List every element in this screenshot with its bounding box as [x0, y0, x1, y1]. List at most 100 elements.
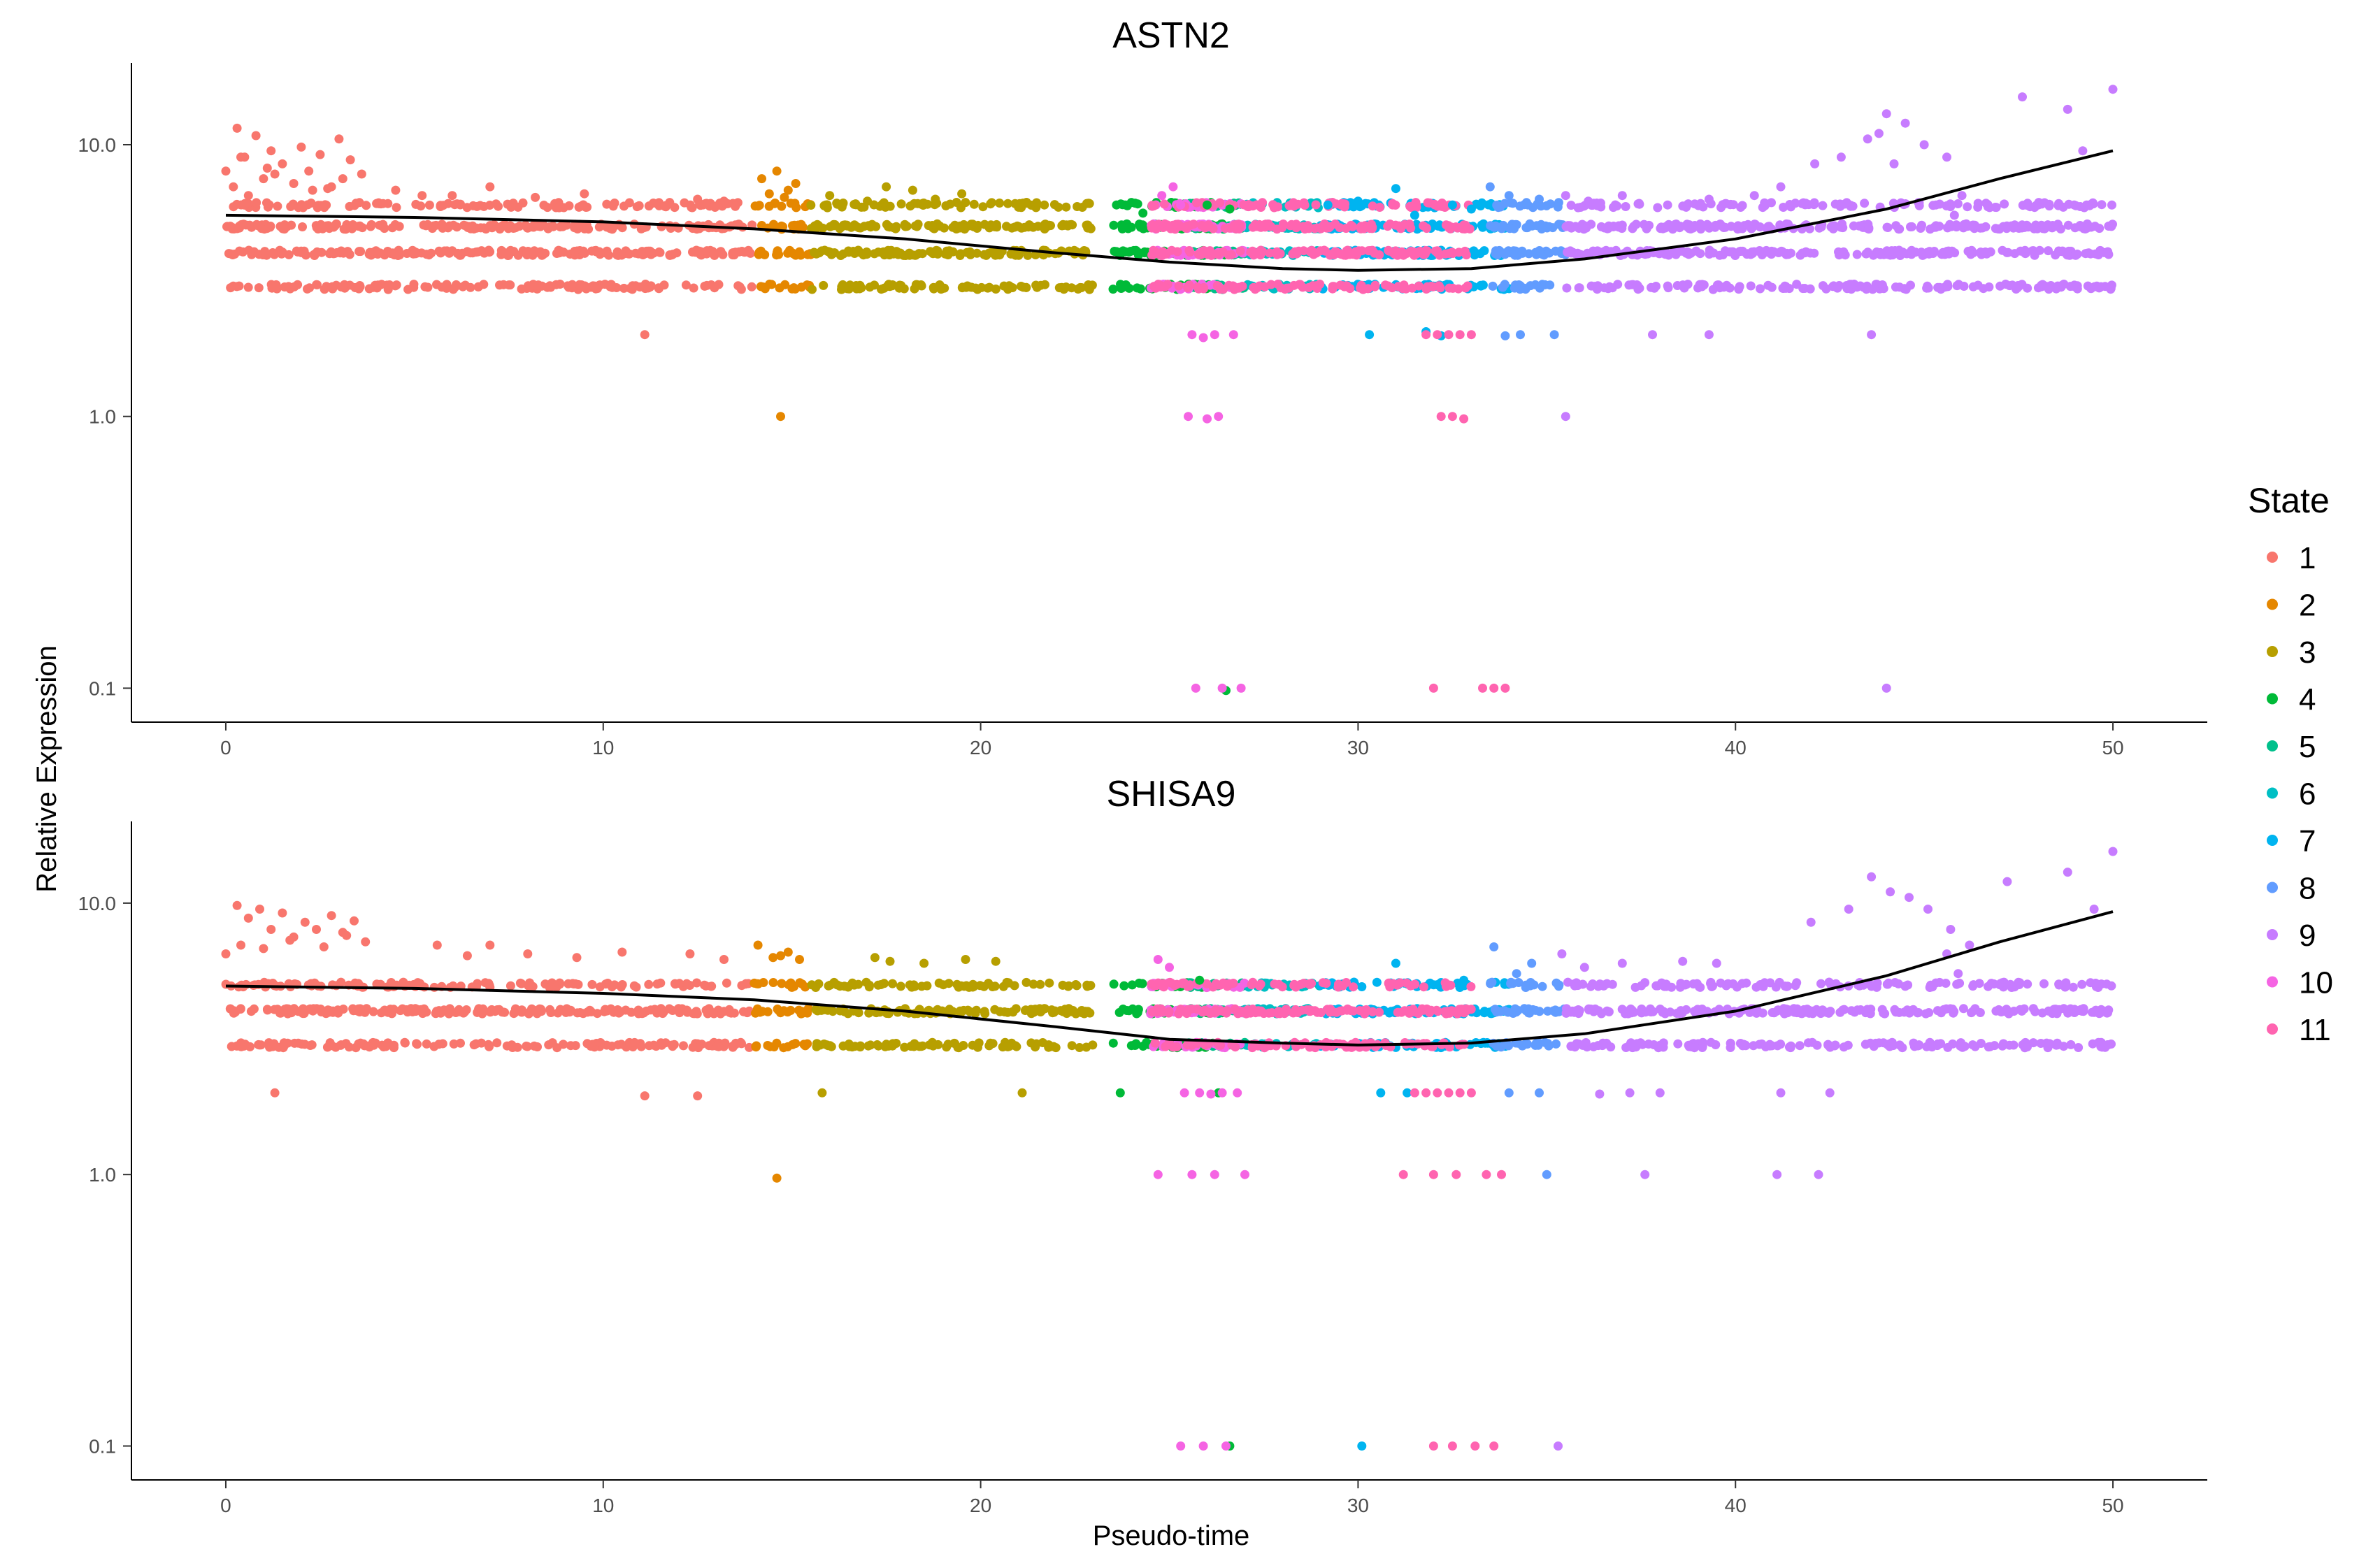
- data-point-state-11: [1433, 1007, 1443, 1016]
- data-point-state-3: [822, 203, 832, 213]
- data-point-state-1: [257, 224, 266, 233]
- data-point-state-9: [1667, 982, 1677, 992]
- data-point-state-8: [1535, 283, 1544, 293]
- data-point-state-3: [954, 1043, 963, 1053]
- data-point-state-9: [1626, 1004, 1635, 1014]
- data-point-state-11: [1300, 224, 1310, 234]
- data-point-state-9: [2107, 222, 2116, 231]
- data-point-state-1: [602, 199, 612, 209]
- data-point-state-3: [1007, 223, 1017, 233]
- data-point-state-3: [873, 1040, 882, 1049]
- data-point-state-1: [259, 174, 268, 184]
- data-point-state-9: [1562, 283, 1572, 293]
- data-point-state-4: [1119, 981, 1129, 991]
- data-point-state-11: [1433, 330, 1442, 340]
- data-point-state-11: [1155, 282, 1165, 292]
- data-point-state-9: [1678, 280, 1688, 290]
- data-point-state-9: [2070, 1008, 2079, 1017]
- data-point-state-1: [423, 282, 433, 292]
- data-point-state-11: [1370, 280, 1380, 290]
- data-point-state-9: [1791, 981, 1800, 991]
- data-point-state-11: [1391, 246, 1400, 256]
- data-point-state-1: [331, 220, 341, 229]
- data-point-state-1: [262, 164, 272, 173]
- data-point-state-9: [1782, 248, 1792, 258]
- data-point-state-11: [1312, 284, 1322, 293]
- data-point-state-3: [992, 222, 1002, 232]
- data-point-state-9: [1843, 1040, 1853, 1050]
- data-point-state-1: [279, 1042, 289, 1051]
- data-point-state-1: [728, 1042, 738, 1052]
- data-point-state-2: [757, 174, 766, 184]
- data-point-state-11: [1231, 224, 1241, 233]
- data-point-state-3: [1045, 978, 1054, 988]
- data-point-state-9: [2086, 978, 2095, 988]
- data-point-state-3: [806, 201, 816, 210]
- data-point-state-3: [1049, 1007, 1059, 1017]
- data-point-state-11: [1152, 224, 1161, 233]
- data-point-state-1: [496, 250, 506, 259]
- data-point-state-1: [694, 1043, 703, 1053]
- data-point-state-3: [942, 1042, 952, 1052]
- data-point-state-11: [1205, 1007, 1214, 1017]
- data-point-state-1: [364, 284, 374, 294]
- data-point-state-2: [777, 201, 787, 211]
- data-point-state-1: [644, 201, 654, 211]
- data-point-state-9: [1914, 201, 1924, 210]
- data-point-state-9: [1566, 1042, 1576, 1051]
- data-point-state-11: [1274, 1007, 1284, 1016]
- data-point-state-1: [429, 1042, 439, 1051]
- data-point-state-11: [1338, 1006, 1347, 1016]
- data-point-state-4: [1112, 200, 1121, 210]
- data-point-state-9: [1976, 247, 1986, 257]
- data-point-state-9: [1858, 282, 1868, 292]
- data-point-state-3: [819, 280, 829, 290]
- data-point-state-1: [368, 1007, 378, 1016]
- data-point-state-9: [1883, 223, 1893, 232]
- data-point-state-11: [1444, 283, 1454, 293]
- data-point-state-1: [518, 198, 528, 208]
- data-point-state-8: [1543, 1006, 1553, 1016]
- data-point-state-4: [1135, 220, 1145, 229]
- data-point-state-8: [1544, 248, 1554, 258]
- data-point-state-11: [1299, 246, 1309, 256]
- data-point-state-9: [1751, 982, 1761, 992]
- data-point-state-9: [2014, 980, 2024, 989]
- data-point-state-9: [1749, 1041, 1758, 1051]
- data-point-state-3: [1061, 282, 1071, 292]
- data-point-state-3: [844, 1040, 854, 1049]
- data-point-state-3: [916, 280, 926, 289]
- data-point-state-11: [1444, 980, 1454, 990]
- data-point-state-9: [1684, 220, 1694, 230]
- panel-astn2: ASTN2 0 10 20 30 40 500.11.010.0: [78, 15, 2207, 758]
- data-point-state-9: [2053, 220, 2063, 229]
- data-point-state-1: [484, 245, 494, 255]
- data-point-state-1: [692, 978, 701, 988]
- data-point-state-1: [652, 979, 662, 989]
- data-point-state-3: [1021, 198, 1031, 207]
- data-point-state-1: [747, 282, 757, 292]
- data-point-state-1: [624, 198, 634, 208]
- data-point-state-9: [1596, 202, 1606, 212]
- data-point-state-3: [944, 979, 954, 988]
- data-point-state-1: [236, 1005, 245, 1014]
- data-point-state-11: [1368, 201, 1377, 211]
- data-point-state-4: [1109, 220, 1119, 230]
- data-point-state-11: [1312, 1007, 1322, 1017]
- data-point-state-8: [1500, 280, 1510, 289]
- data-point-state-1: [380, 224, 389, 233]
- data-point-state-1: [226, 249, 236, 259]
- data-point-state-2: [796, 222, 805, 231]
- data-point-state-9: [1863, 134, 1872, 144]
- data-point-state-1: [636, 1042, 646, 1051]
- data-point-state-11: [1312, 248, 1321, 258]
- data-point-state-8: [1510, 250, 1520, 260]
- data-point-state-3: [933, 246, 942, 256]
- data-point-state-11: [1210, 200, 1219, 210]
- data-point-state-9: [1653, 203, 1663, 213]
- data-point-state-7: [1323, 200, 1333, 210]
- data-point-state-9: [1960, 1042, 1970, 1051]
- data-point-state-9: [1792, 280, 1802, 289]
- data-point-state-11: [1246, 247, 1256, 257]
- data-point-state-3: [919, 199, 928, 208]
